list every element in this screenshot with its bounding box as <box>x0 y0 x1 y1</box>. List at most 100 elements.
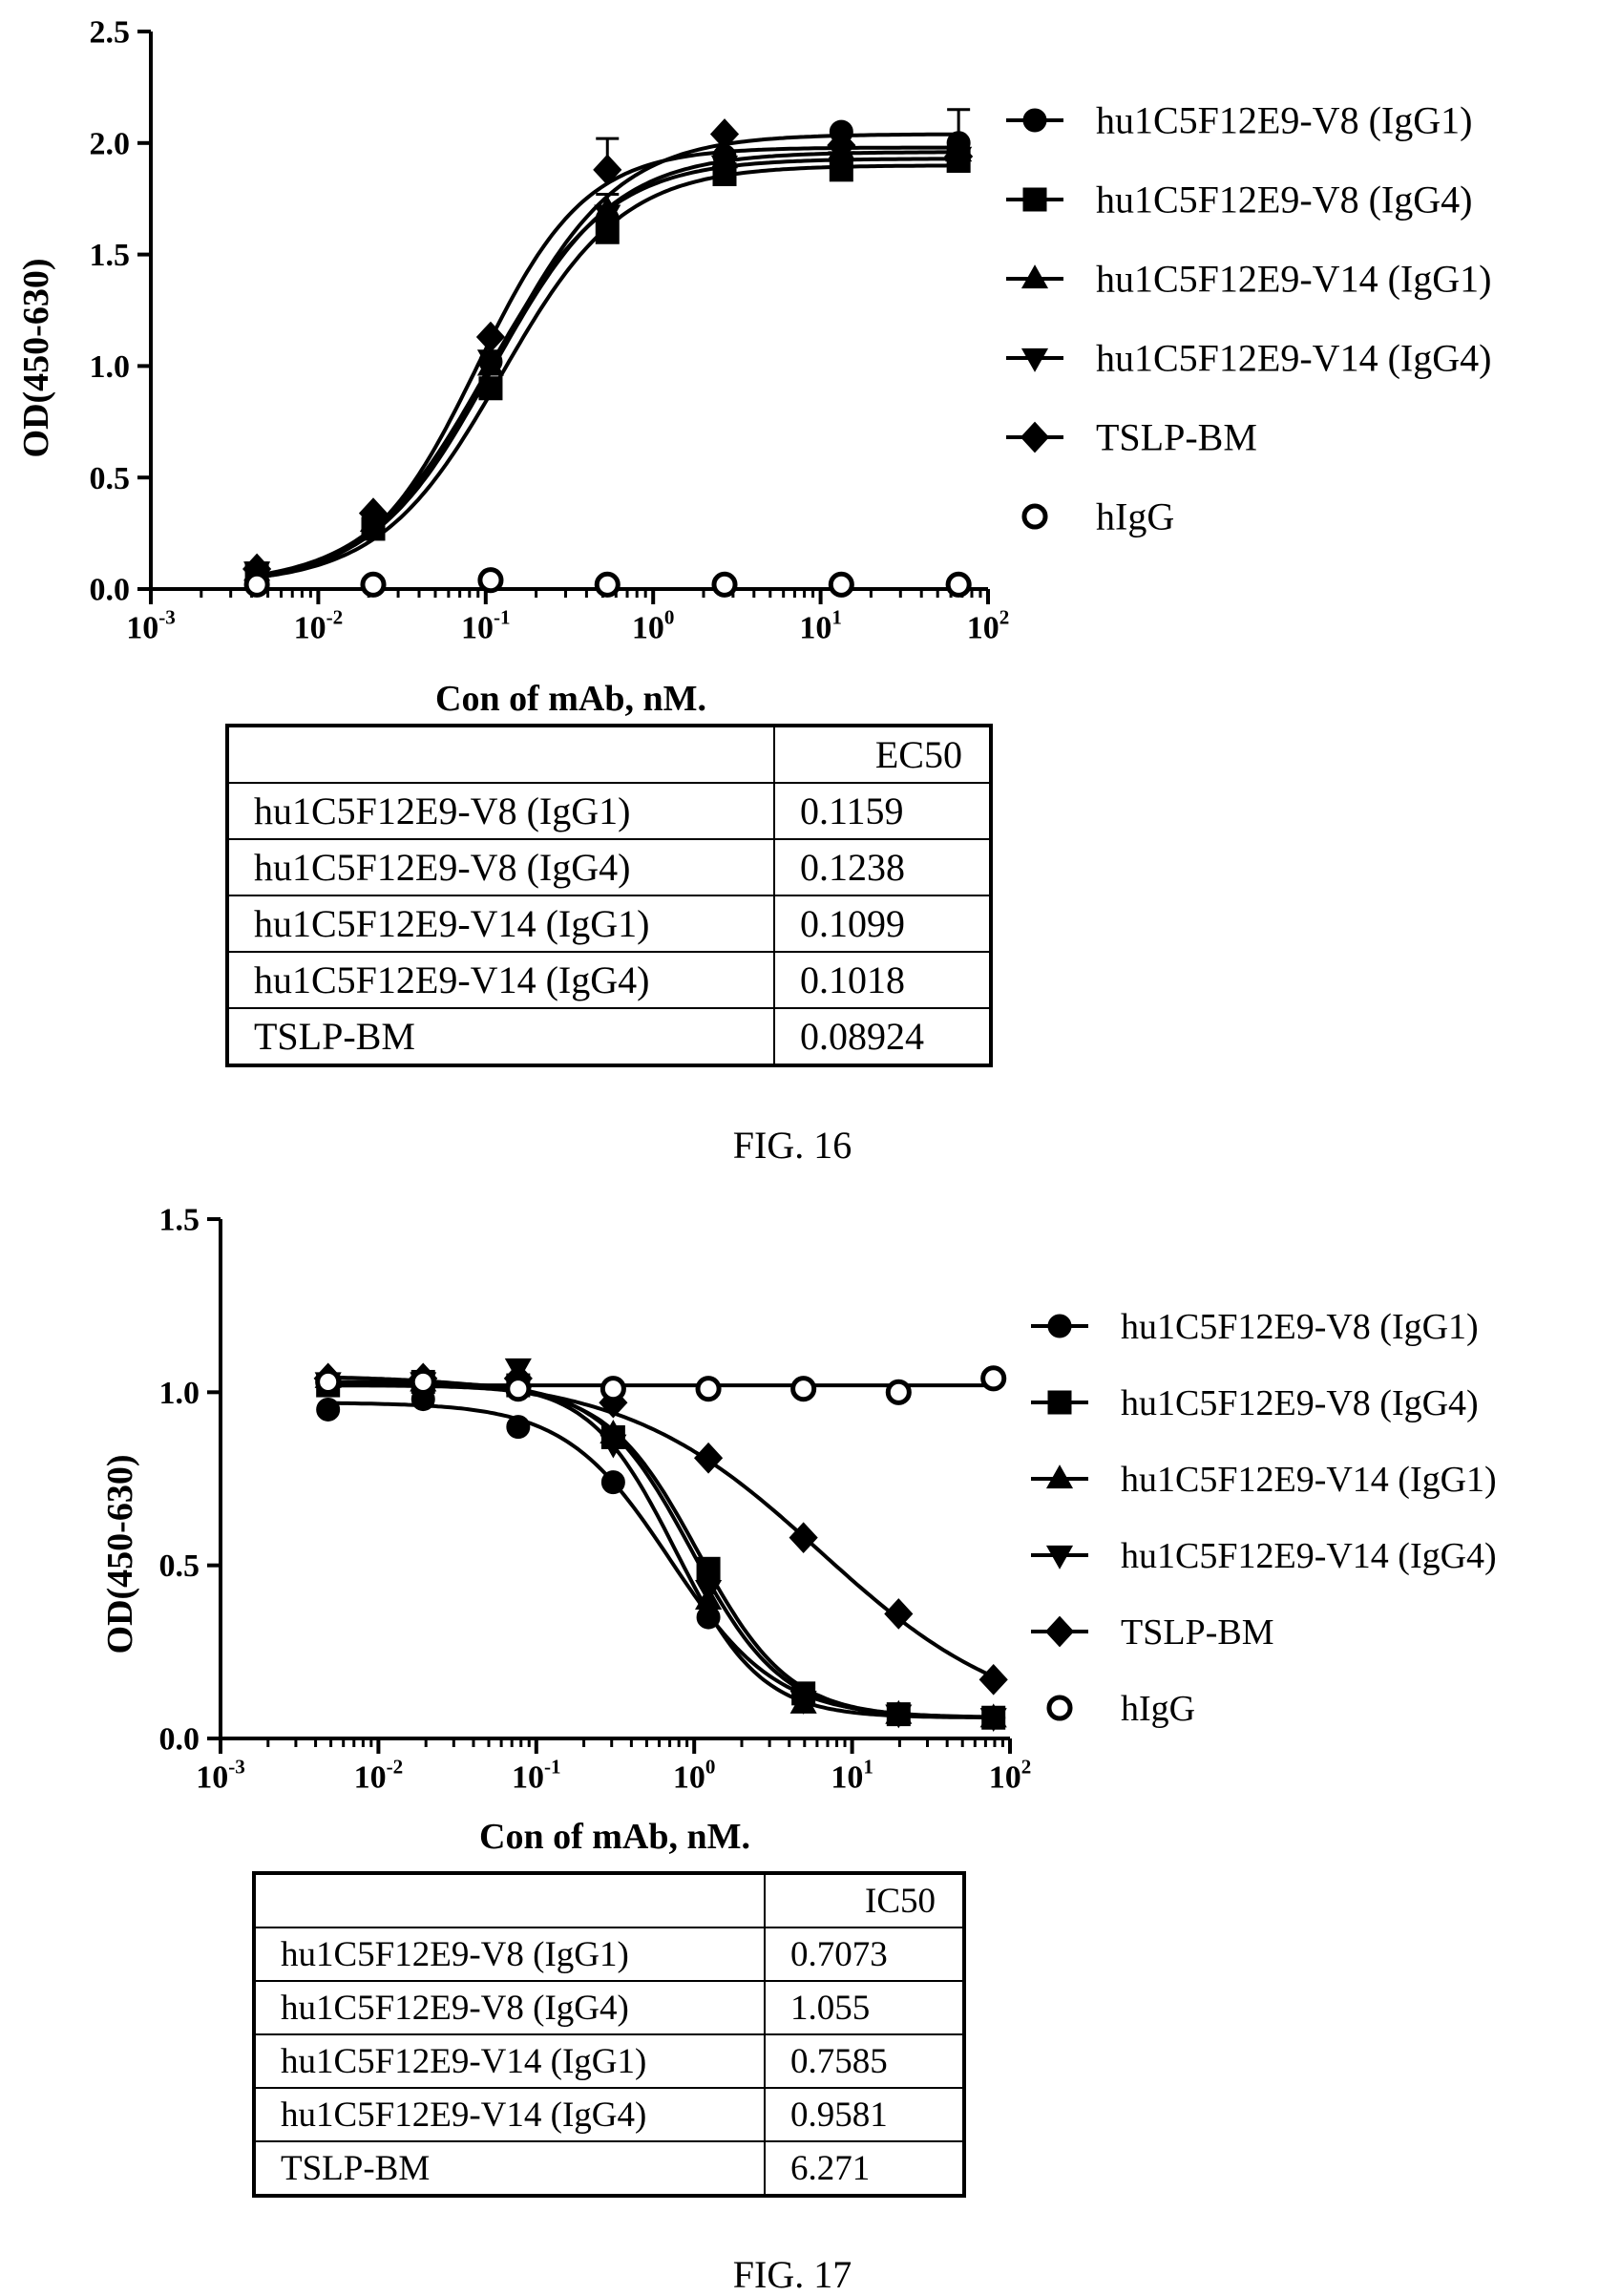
legend-marker <box>1024 506 1045 527</box>
legend-label: hIgG <box>1096 495 1174 538</box>
table-row: hu1C5F12E9-V8 (IgG1) 0.1159 <box>227 783 991 839</box>
y-tick-label: 2.0 <box>90 126 131 161</box>
table-row: hu1C5F12E9-V8 (IgG1) 0.7073 <box>254 1927 964 1981</box>
legend-label: hu1C5F12E9-V14 (IgG4) <box>1121 1536 1497 1576</box>
table-header-ic50: IC50 <box>765 1873 964 1927</box>
data-point <box>363 574 384 595</box>
table-cell: 0.9581 <box>765 2088 964 2141</box>
y-tick-label: 1.5 <box>159 1203 200 1238</box>
legend-label: hu1C5F12E9-V8 (IgG4) <box>1096 179 1472 221</box>
table-cell: 1.055 <box>765 1981 964 2034</box>
table-row: hu1C5F12E9-V14 (IgG1) 0.7585 <box>254 2034 964 2088</box>
legend-label: TSLP-BM <box>1096 416 1257 459</box>
legend-marker <box>1048 1315 1071 1338</box>
data-point <box>594 155 621 184</box>
table-cell: hu1C5F12E9-V8 (IgG1) <box>227 783 774 839</box>
y-tick-label: 0.5 <box>90 461 131 496</box>
data-point <box>317 1398 340 1421</box>
y-tick-label: 0.0 <box>159 1722 200 1758</box>
legend-label: hu1C5F12E9-V8 (IgG4) <box>1121 1383 1479 1423</box>
x-tick-label: 101 <box>831 1755 873 1795</box>
legend-marker <box>1046 1616 1074 1646</box>
data-point <box>714 574 735 595</box>
fig16-plot-layer: 0.00.51.01.52.02.510-3 10-2 10-1 100 101 102h… <box>90 15 1492 646</box>
x-tick-label: 102 <box>989 1755 1032 1795</box>
table-header-ec50: EC50 <box>774 726 991 783</box>
fig16-ec50-table: EC50 hu1C5F12E9-V8 (IgG1) 0.1159 hu1C5F1… <box>225 724 993 1067</box>
legend-marker <box>1023 109 1046 132</box>
table-cell: hu1C5F12E9-V8 (IgG4) <box>254 1981 765 2034</box>
y-tick-label: 0.0 <box>90 573 131 608</box>
table-cell: hu1C5F12E9-V14 (IgG1) <box>227 895 774 952</box>
table-cell: hu1C5F12E9-V8 (IgG4) <box>227 839 774 895</box>
table-row: hu1C5F12E9-V14 (IgG1) 0.1099 <box>227 895 991 952</box>
legend-marker <box>1022 348 1047 370</box>
legend-label: hu1C5F12E9-V8 (IgG1) <box>1121 1307 1479 1347</box>
data-point <box>601 1471 624 1494</box>
data-point <box>983 1368 1004 1389</box>
data-point <box>508 1379 529 1400</box>
fit-curve <box>328 1385 994 1717</box>
data-point <box>318 1371 339 1392</box>
table-cell: 0.1238 <box>774 839 991 895</box>
y-tick-label: 0.5 <box>159 1548 200 1584</box>
table-cell: hu1C5F12E9-V8 (IgG1) <box>254 1927 765 1981</box>
fig16-x-axis-title: Con of mAb, nM. <box>435 679 706 719</box>
legend-marker <box>1048 1391 1071 1414</box>
fig16-figure-caption: FIG. 16 <box>733 1124 852 1167</box>
legend-marker <box>1023 188 1046 211</box>
data-point <box>979 1665 1007 1695</box>
table-cell: 0.1099 <box>774 895 991 952</box>
y-tick-label: 1.5 <box>90 238 131 273</box>
table-cell: hu1C5F12E9-V14 (IgG4) <box>254 2088 765 2141</box>
fig17-y-axis-title: OD(450-630) <box>100 1455 140 1654</box>
table-cell: TSLP-BM <box>254 2141 765 2196</box>
table-row: hu1C5F12E9-V14 (IgG4) 0.1018 <box>227 952 991 1008</box>
table-cell <box>227 726 774 783</box>
table-cell: 0.08924 <box>774 1008 991 1065</box>
fig17-ic50-table: IC50 hu1C5F12E9-V8 (IgG1) 0.7073 hu1C5F1… <box>252 1871 966 2198</box>
table-row: TSLP-BM 6.271 <box>254 2141 964 2196</box>
data-point <box>246 574 267 595</box>
fig17-plot-layer: 0.0 0.5 1.0 1.5 10-3 10-2 10-1 100 101 102 hu1C5F1… <box>159 1203 1497 1796</box>
x-tick-label: 10-2 <box>354 1755 404 1795</box>
data-point <box>480 570 501 591</box>
table-cell: hu1C5F12E9-V14 (IgG4) <box>227 952 774 1008</box>
x-tick-label: 10-1 <box>461 605 511 645</box>
table-cell: 0.1159 <box>774 783 991 839</box>
data-point <box>698 1379 719 1400</box>
legend-label: hIgG <box>1121 1689 1195 1729</box>
table-cell: 0.7585 <box>765 2034 964 2088</box>
legend-marker <box>1047 1546 1072 1568</box>
x-tick-label: 10-1 <box>512 1755 561 1795</box>
table-cell: hu1C5F12E9-V14 (IgG1) <box>254 2034 765 2088</box>
table-cell <box>254 1873 765 1927</box>
fit-curve <box>328 1378 994 1677</box>
table-header-row: EC50 <box>227 726 991 783</box>
table-cell: 0.7073 <box>765 1927 964 1981</box>
data-point <box>507 1416 530 1439</box>
x-tick-label: 102 <box>967 605 1010 645</box>
y-tick-label: 1.0 <box>90 349 131 385</box>
data-point <box>479 377 502 400</box>
x-tick-label: 100 <box>673 1755 716 1795</box>
data-point <box>948 574 969 595</box>
legend-marker <box>1049 1697 1070 1718</box>
table-cell: 0.1018 <box>774 952 991 1008</box>
fig17-figure-caption: FIG. 17 <box>733 2253 852 2296</box>
legend-label: hu1C5F12E9-V14 (IgG1) <box>1096 258 1491 301</box>
x-tick-label: 10-2 <box>294 605 344 645</box>
table-cell: TSLP-BM <box>227 1008 774 1065</box>
table-row: hu1C5F12E9-V14 (IgG4) 0.9581 <box>254 2088 964 2141</box>
data-point <box>602 1379 623 1400</box>
y-tick-label: 1.0 <box>159 1376 200 1411</box>
data-point <box>831 574 852 595</box>
legend-label: hu1C5F12E9-V14 (IgG4) <box>1096 337 1491 380</box>
x-tick-label: 100 <box>632 605 675 645</box>
fit-curve <box>328 1403 994 1717</box>
legend-label: hu1C5F12E9-V14 (IgG1) <box>1121 1460 1497 1500</box>
data-point <box>597 574 618 595</box>
legend-marker <box>1021 422 1049 452</box>
x-tick-label: 10-3 <box>126 605 176 645</box>
data-point <box>888 1381 909 1402</box>
